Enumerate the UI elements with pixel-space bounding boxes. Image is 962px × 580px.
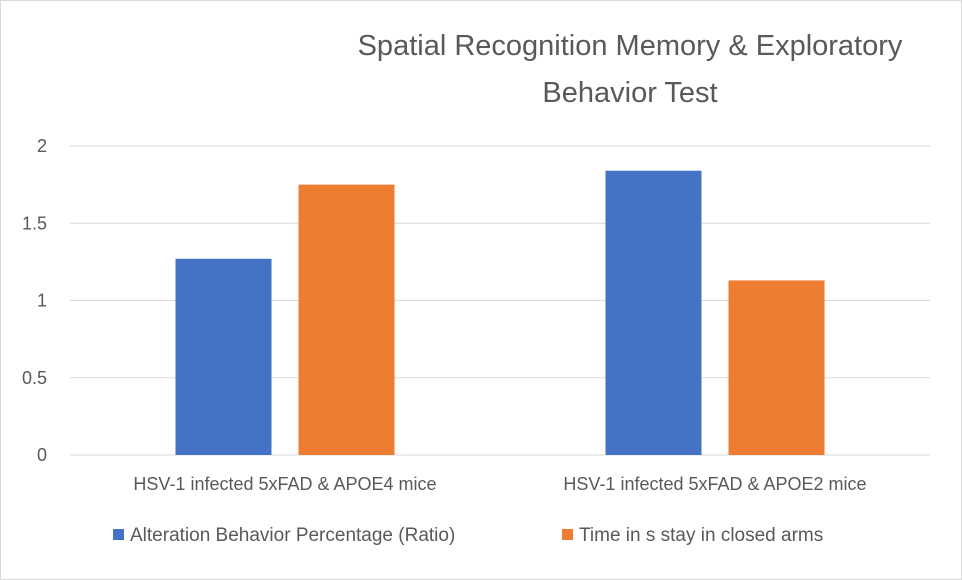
- x-category-label: HSV-1 infected 5xFAD & APOE4 mice: [133, 474, 436, 494]
- chart-title-line-2: Behavior Test: [542, 77, 717, 109]
- y-tick-label: 1.5: [22, 213, 47, 233]
- legend-label-series-2: Time in s stay in closed arms: [579, 525, 823, 546]
- y-axis-tick-labels: 0 0.5 1 1.5 2: [22, 136, 47, 465]
- legend-label-series-1: Alteration Behavior Percentage (Ratio): [130, 525, 455, 546]
- legend-swatch-series-2: [562, 529, 573, 540]
- bar-series-1-category-2: [605, 170, 702, 455]
- y-tick-label: 0: [37, 445, 47, 465]
- legend-swatch-series-1: [113, 529, 124, 540]
- legend: Alteration Behavior Percentage (Ratio) T…: [113, 525, 823, 546]
- y-tick-label: 2: [37, 136, 47, 156]
- y-tick-label: 1: [37, 291, 47, 311]
- x-category-label: HSV-1 infected 5xFAD & APOE2 mice: [563, 474, 866, 494]
- y-tick-label: 0.5: [22, 368, 47, 388]
- chart-title-line-1: Spatial Recognition Memory & Exploratory: [358, 30, 903, 62]
- bar-series-1-category-1: [175, 258, 272, 455]
- bar-series-2-category-1: [298, 184, 395, 455]
- bar-series-2-category-2: [728, 280, 825, 455]
- bars: [175, 170, 825, 455]
